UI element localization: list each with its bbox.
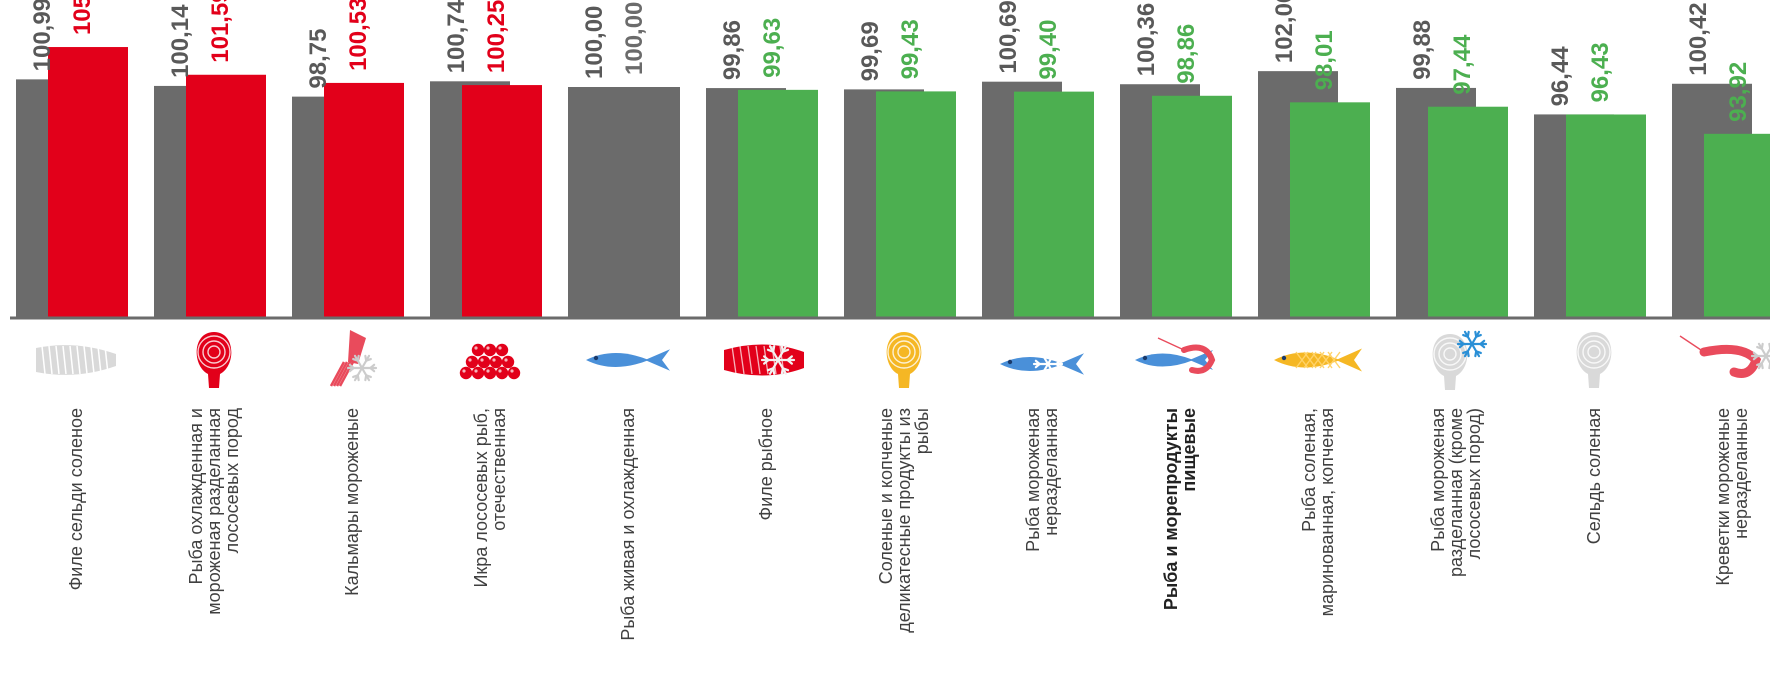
category-label-3: Икра лососевых рыб,отечественная [471, 408, 509, 588]
category-label-line: лососевых пород [222, 408, 242, 554]
bar-current-1 [186, 74, 266, 319]
category-label-4: Рыба живая и охлажденная [618, 408, 638, 641]
smoked-fish-icon [1274, 348, 1362, 372]
category-label-2: Кальмары мороженые [342, 408, 362, 596]
bar-current-5 [738, 89, 818, 318]
value-label-base-2: 98,75 [305, 29, 332, 89]
bar-current-10 [1428, 106, 1508, 318]
value-label-current-1: 101,59 [207, 0, 234, 63]
category-label-line: отечественная [489, 408, 509, 531]
category-label-line: Рыба мороженая [1428, 408, 1448, 552]
bar-current-6 [876, 91, 956, 318]
value-label-base-10: 99,88 [1409, 20, 1436, 80]
category-label-line: Рыба охлажденная и [186, 408, 206, 584]
bar-current-8 [1152, 95, 1232, 318]
category-label-line: Рыба и морепродукты [1161, 408, 1181, 610]
frozen-whole-fish-icon [1000, 350, 1084, 378]
fresh-fish-icon [586, 349, 670, 371]
category-label-line: Филе сельди соленое [66, 408, 86, 590]
value-label-current-11: 96,43 [1587, 42, 1614, 102]
category-label-line: лососевых пород) [1464, 408, 1484, 559]
frozen-squid-icon [329, 330, 378, 387]
value-label-base-9: 102,06 [1271, 0, 1298, 63]
value-label-base-1: 100,14 [167, 4, 194, 78]
value-label-base-12: 100,42 [1685, 2, 1712, 75]
category-label-9: Рыба соленая,маринованная, копченая [1299, 408, 1337, 616]
value-label-base-4: 100,00 [581, 6, 608, 79]
value-label-current-3: 100,25 [483, 0, 510, 73]
category-label-0: Филе сельди соленое [66, 408, 86, 590]
smoked-fish-steak-icon [886, 332, 922, 388]
bar-current-12 [1704, 133, 1770, 318]
bar-current-0 [48, 47, 128, 319]
category-label-line: Филе рыбное [756, 408, 776, 520]
herring-steak-icon [1576, 332, 1612, 388]
frozen-fish-steak-icon [1432, 330, 1488, 390]
herring-fillet-icon [36, 345, 116, 375]
value-label-base-8: 100,36 [1133, 3, 1160, 76]
category-label-line: Рыба соленая, [1299, 408, 1319, 532]
value-label-base-5: 99,86 [719, 20, 746, 80]
bar-current-2 [324, 82, 404, 318]
value-label-base-3: 100,74 [443, 0, 470, 73]
bar-current-11 [1566, 114, 1646, 318]
bar-current-9 [1290, 102, 1370, 318]
salmon-caviar-icon [459, 343, 521, 380]
category-label-line: неразделанные [1731, 408, 1751, 539]
category-label-line: неразделанная [1041, 408, 1061, 536]
bar-current-7 [1014, 91, 1094, 319]
value-label-current-6: 99,43 [897, 19, 924, 79]
value-label-current-9: 98,01 [1311, 30, 1338, 90]
category-label-11: Сельдь соленая [1584, 408, 1604, 544]
value-label-base-7: 100,69 [995, 0, 1022, 73]
value-label-current-4: 100,00 [621, 2, 648, 75]
value-label-base-0: 100,99 [29, 0, 56, 71]
value-label-current-5: 99,63 [759, 18, 786, 78]
category-label-line: маринованная, копченая [1317, 408, 1337, 616]
category-label-line: Рыба мороженая [1023, 408, 1043, 552]
category-label-line: разделанная (кроме [1446, 408, 1466, 577]
salmon-steak-icon [196, 332, 232, 388]
frozen-fish-fillet-icon [724, 344, 804, 376]
value-label-base-6: 99,69 [857, 21, 884, 81]
category-label-line: Соленые и копченые [876, 408, 896, 584]
category-label-line: Икра лососевых рыб, [471, 408, 491, 588]
category-label-line: Сельдь соленая [1584, 408, 1604, 544]
value-label-current-7: 99,40 [1035, 20, 1062, 80]
frozen-shrimp-icon [1679, 335, 1770, 378]
value-label-current-0: 105,19 [69, 0, 96, 35]
category-label-5: Филе рыбное [756, 408, 776, 520]
fish-and-shrimp-icon [1135, 337, 1216, 374]
category-label-line: пищевые [1179, 408, 1199, 492]
category-label-line: деликатесные продукты из [894, 408, 914, 633]
value-label-current-8: 98,86 [1173, 24, 1200, 84]
category-label-line: рыбы [912, 408, 932, 454]
category-label-line: мороженая разделанная [204, 408, 224, 615]
category-label-line: Рыба живая и охлажденная [618, 408, 638, 641]
category-label-line: Кальмары мороженые [342, 408, 362, 596]
value-label-current-10: 97,44 [1449, 34, 1476, 95]
bar-current-3 [462, 85, 542, 318]
value-label-base-11: 96,44 [1547, 46, 1574, 107]
bar-current-4 [600, 87, 680, 318]
category-label-line: Креветки мороженые [1713, 408, 1733, 586]
value-label-current-2: 100,53 [345, 0, 372, 71]
value-label-current-12: 93,92 [1725, 62, 1752, 122]
